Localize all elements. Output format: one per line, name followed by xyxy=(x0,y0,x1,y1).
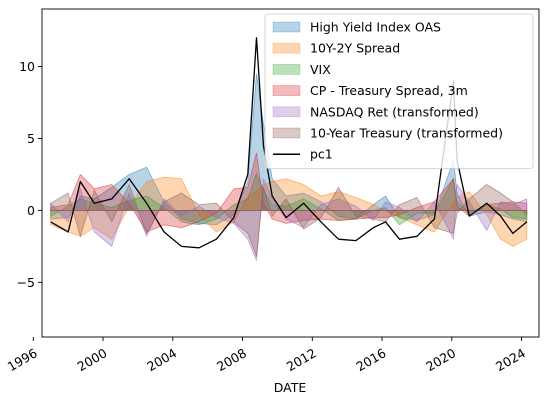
x-tick-label: 2000 xyxy=(74,345,109,374)
x-tick-label: 2020 xyxy=(423,345,458,374)
legend-swatch-10-year-treasury-transformed xyxy=(272,127,301,139)
legend-swatch-10y-2y-spread xyxy=(272,42,301,54)
legend-swatch-vix xyxy=(272,64,301,75)
series-area-nasdaq-ret-transformed xyxy=(50,178,528,261)
legend: High Yield Index OAS 10Y-2Y Spread VIX CP -… xyxy=(264,13,534,169)
x-axis-title: DATE xyxy=(274,380,307,395)
legend-swatch-nasdaq-ret-transformed xyxy=(272,106,301,118)
x-tick-label: 2004 xyxy=(144,345,179,374)
x-tick-label: 1996 xyxy=(5,345,40,374)
x-tick-label: 2008 xyxy=(214,345,249,374)
plot-frame xyxy=(41,8,540,338)
legend-label-high-yield-index-oas: High Yield Index OAS xyxy=(310,20,441,35)
series-area-high-yield-index-oas xyxy=(50,73,528,226)
y-tick-label: −5 xyxy=(17,275,35,290)
y-tick-label: 5 xyxy=(27,131,35,146)
legend-label-vix: VIX xyxy=(310,62,331,77)
areas-layer xyxy=(50,73,528,261)
series-area-10y-2y-spread xyxy=(50,176,528,247)
y-tick-label: 10 xyxy=(19,59,35,74)
legend-swatch-high-yield-index-oas xyxy=(272,21,301,33)
legend-label-10y-2y-spread: 10Y-2Y Spread xyxy=(310,41,400,56)
legend-label-10-year-treasury-transformed: 10-Year Treasury (transformed) xyxy=(310,126,503,141)
x-tick-label: 2024 xyxy=(493,345,528,374)
y-tick-label: 0 xyxy=(27,203,35,218)
legend-label-cp-treasury-spread-3m: CP - Treasury Spread, 3m xyxy=(310,83,468,98)
legend-swatch-cp-treasury-spread-3m xyxy=(272,85,301,96)
y-axis: −5 0 5 10 xyxy=(17,59,42,290)
legend-label-nasdaq-ret-transformed: NASDAQ Ret (transformed) xyxy=(310,104,479,119)
series-area-10-year-treasury-transformed xyxy=(50,183,528,257)
x-tick-label: 2012 xyxy=(284,345,319,374)
legend-box xyxy=(264,13,534,169)
x-tick-label: 2016 xyxy=(354,345,389,374)
legend-label-pc1: pc1 xyxy=(310,147,333,162)
x-axis: 1996 2000 2004 2008 2012 2016 2020 2024 xyxy=(5,337,528,374)
